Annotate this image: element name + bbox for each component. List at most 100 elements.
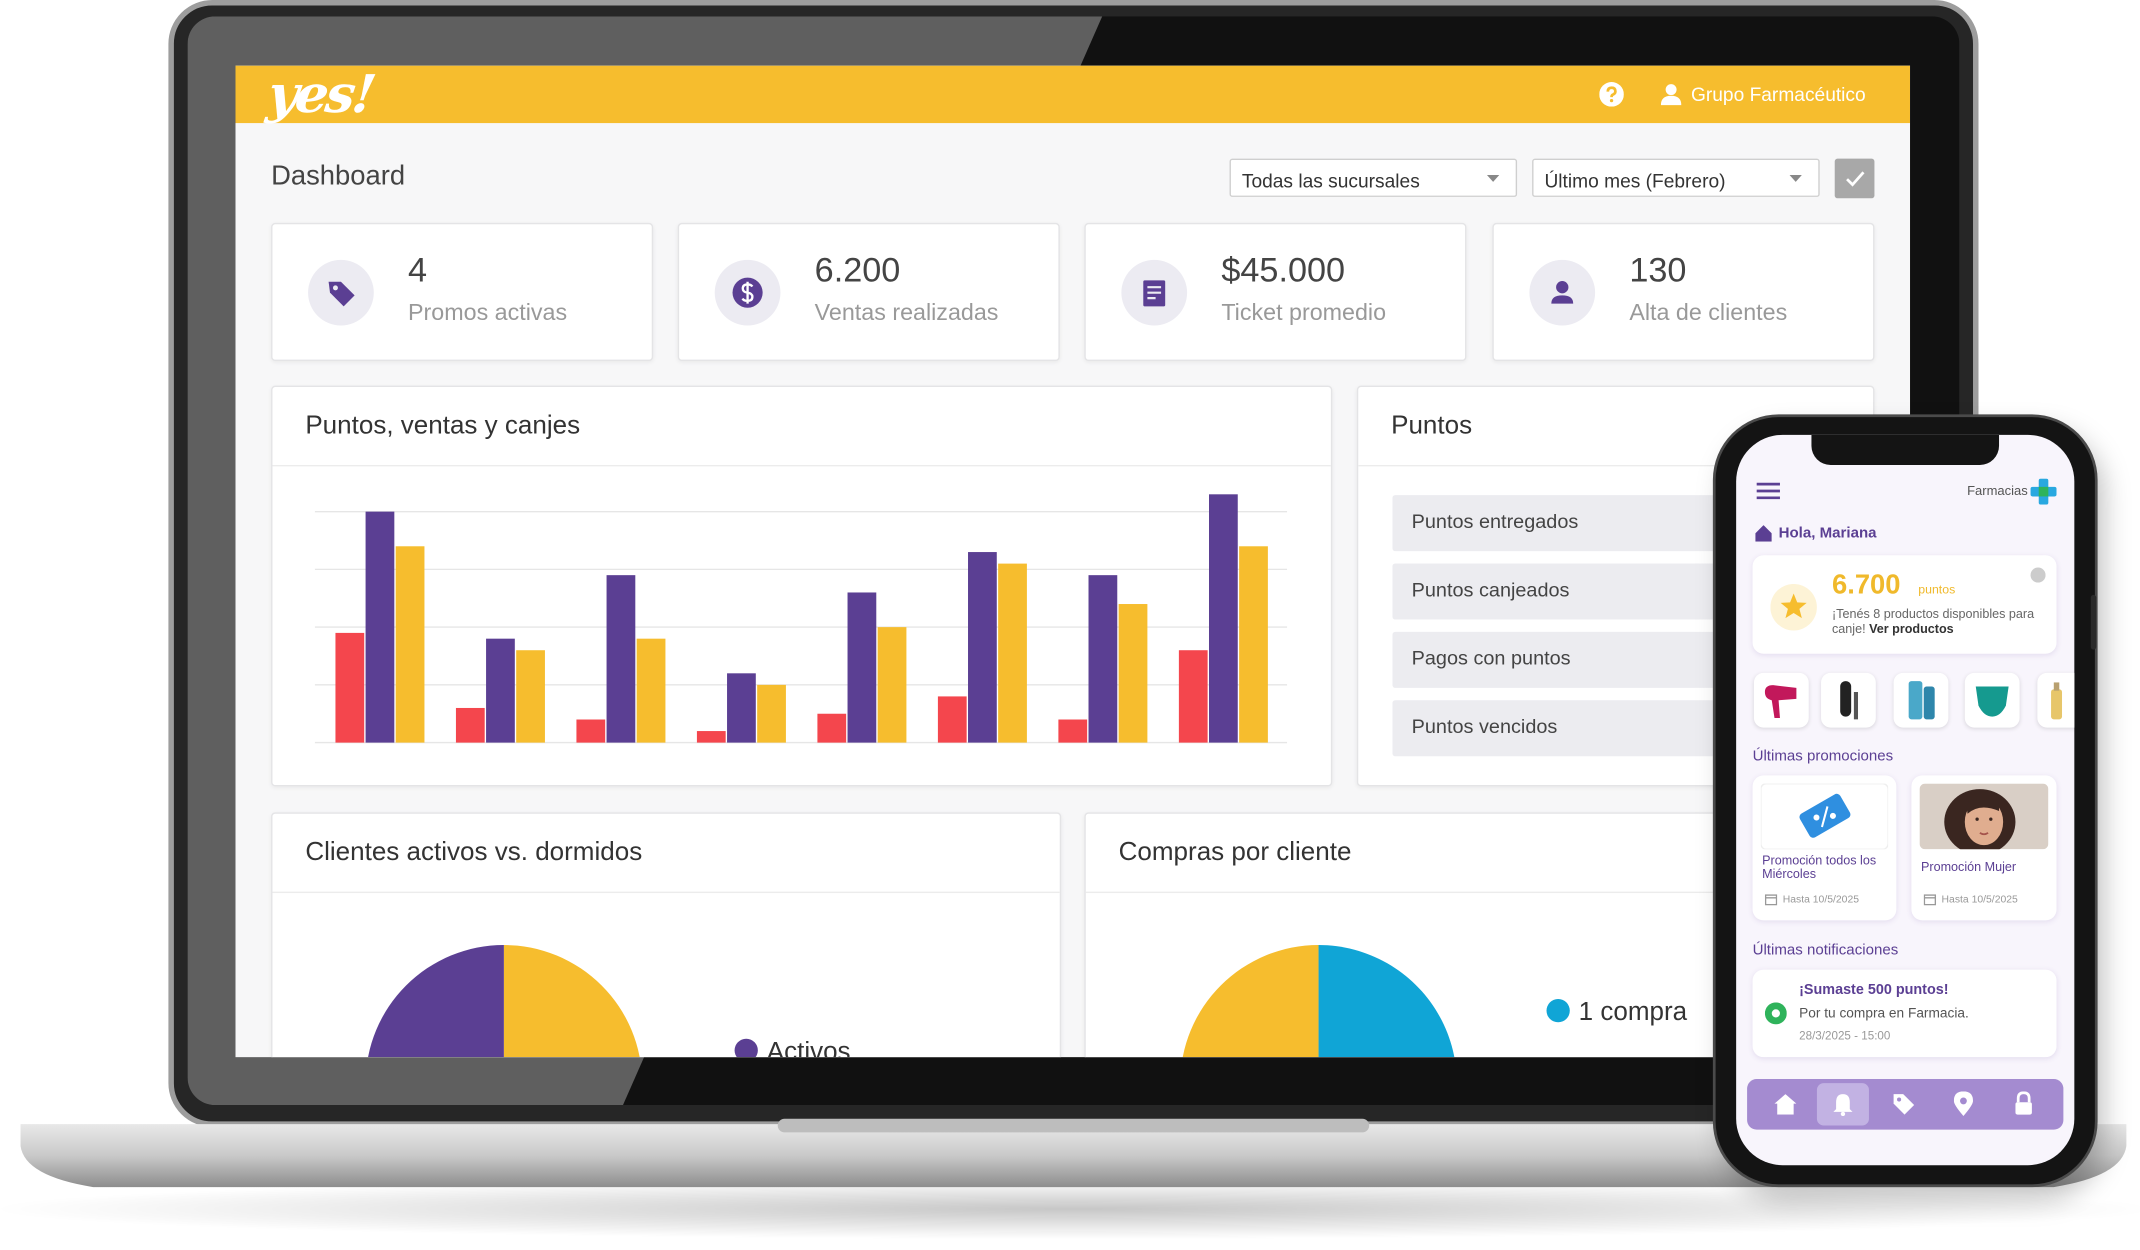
nav-home[interactable] [1774,1094,1797,1115]
user-icon[interactable] [1660,83,1682,106]
card-title: Puntos [1358,387,1874,467]
bar [335,632,365,743]
kpi-label: Ticket promedio [1221,299,1387,326]
calendar-icon [1923,894,1937,906]
points-value: 6.700 [1831,570,1901,601]
help-icon[interactable] [1599,82,1624,107]
card-title: Compras por cliente [1085,814,1874,894]
bar [516,650,545,743]
kpi-card: 4 Promos activas [271,222,654,362]
bar [727,673,756,743]
caret [1789,175,1802,182]
legend-label: Activos [767,1036,851,1057]
top-bar: yes! Grupo Farmacéutico [235,65,1911,124]
kpi-card: $45.000 Ticket promedio [1084,222,1467,362]
message: ¡Tenés 8 productos disponibles para canj… [1831,607,2035,636]
promo-until: Hasta 10/5/2025 [1782,893,1860,906]
promo-card[interactable]: Promoción todos los Miércoles Hasta 10/5… [1752,775,1897,921]
card-title: Clientes activos vs. dormidos [272,814,1060,894]
page-title: Dashboard [271,161,406,192]
notification-title: ¡Sumaste 500 puntos! [1799,981,1949,999]
apply-button[interactable] [1834,158,1875,199]
nav-promos[interactable] [1892,1093,1915,1116]
kpi-value: 130 [1629,251,1687,290]
phone-screen: Farmacias Hola, Mariana 6.700 puntos ¡Te… [1736,434,2075,1166]
bar [365,511,395,743]
link[interactable]: Ver productos [1869,622,1954,636]
tag-icon [308,259,374,326]
bar [937,696,967,743]
check-icon [1846,171,1865,187]
screen: yes! Grupo Farmacéutico Dashboard Todas … [235,65,1911,1058]
brand-label: Farmacias [1967,484,2028,500]
dollar-icon [714,259,781,326]
legend-marker [1546,999,1570,1023]
notification-date: 28/3/2025 - 15:00 [1799,1028,1891,1043]
pharmacy-logo [2030,478,2057,505]
bar [757,684,786,743]
pie-slice [503,945,640,1058]
bar [1118,604,1148,743]
legend-label: 1 compra [1579,996,1688,1026]
nav-notifications[interactable] [1833,1093,1853,1116]
kpi-value: $45.000 [1221,251,1346,290]
notification-icon [1764,1002,1787,1025]
notification-card[interactable]: ¡Sumaste 500 puntos! Por tu compra en Fa… [1752,969,2057,1058]
chart-card: Puntos, ventas y canjes [271,385,1333,787]
bar [968,552,997,743]
side-button [2090,594,2097,650]
pie-slice [368,945,504,1058]
nav-location[interactable] [1953,1091,1974,1116]
bar [1178,650,1208,743]
bar [636,638,666,743]
promo-title: Promoción todos los Miércoles [1762,853,1877,881]
kpi-label: Ventas realizadas [814,299,999,326]
kpi-value: 4 [408,251,428,290]
bar [395,546,425,743]
menu-icon[interactable] [1755,481,1782,500]
product-thumb[interactable] [2037,672,2075,728]
bar [1088,575,1118,743]
product-thumb[interactable] [1964,672,2020,728]
kpi-label: Promos activas [408,299,568,326]
branch-select[interactable]: Todas las sucursales [1229,158,1518,197]
bar [1209,494,1238,743]
kpi-card: 6.200 Ventas realizadas [677,222,1060,362]
select-value: Último mes (Febrero) [1544,169,1726,192]
greeting: Hola, Mariana [1778,525,1877,542]
product-thumb[interactable] [1893,672,1949,728]
bar [847,592,877,743]
bar [998,563,1027,743]
kpi-value: 6.200 [814,251,901,290]
bar [1239,546,1268,743]
legend-marker [734,1038,758,1058]
section-title: Últimas notificaciones [1752,942,1899,959]
notification-text: Por tu compra en Farmacia. [1799,1006,1969,1022]
bar [1058,719,1088,743]
calendar-icon [1764,894,1778,906]
promo-card[interactable]: Promoción Mujer Hasta 10/5/2025 [1911,775,2057,921]
bar [877,627,907,743]
bar [486,638,515,743]
bottom-nav [1747,1079,2064,1130]
product-thumb[interactable] [1753,672,1809,728]
points-unit: puntos [1918,582,1956,597]
bar [817,713,847,743]
help-icon[interactable] [2030,567,2046,583]
bar [606,575,636,743]
shadow [0,1178,2140,1240]
card-title: Puntos, ventas y canjes [272,387,1331,467]
user-icon [1529,259,1596,326]
notch [1811,434,2000,465]
pie-slice [1182,945,1319,1058]
period-select[interactable]: Último mes (Febrero) [1532,158,1820,197]
notch [777,1118,1370,1133]
product-thumb[interactable] [1821,672,1876,728]
bar [455,707,485,743]
receipt-icon [1121,259,1188,326]
section-title: Últimas promociones [1752,748,1894,765]
user-name[interactable]: Grupo Farmacéutico [1690,83,1866,106]
nav-account[interactable] [2014,1091,2033,1116]
points-card: 6.700 puntos ¡Tenés 8 productos disponib… [1752,555,2057,654]
